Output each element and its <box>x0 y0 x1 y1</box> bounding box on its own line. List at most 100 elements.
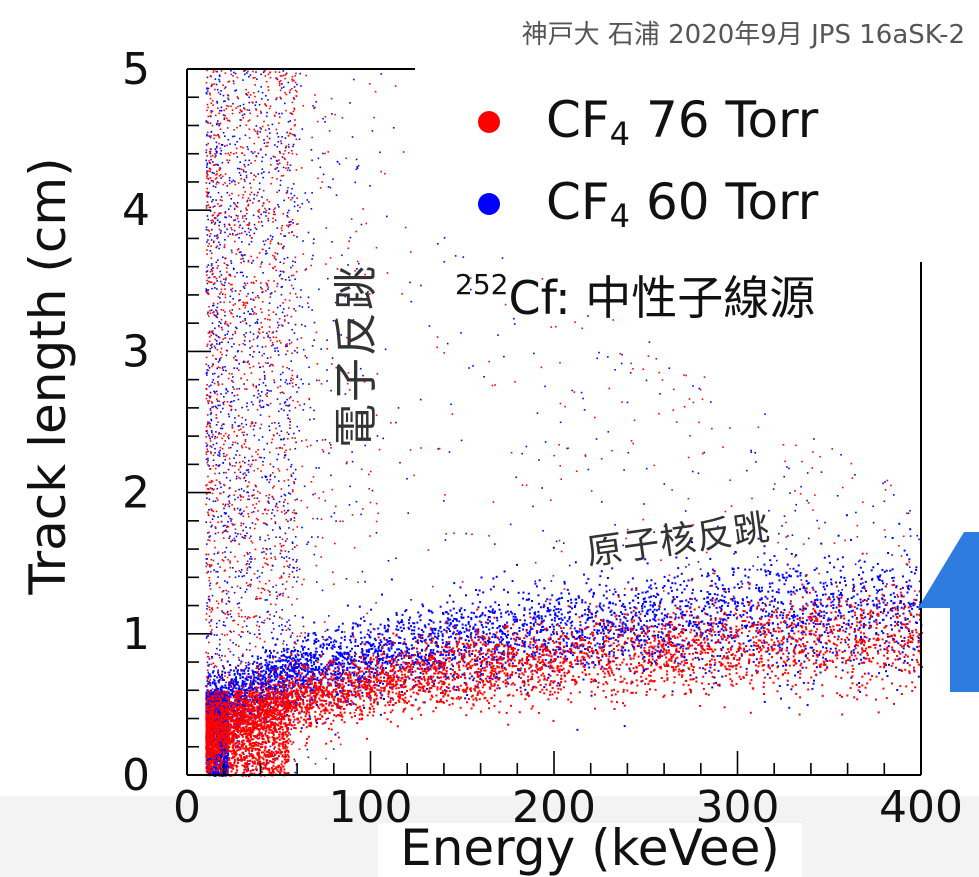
data-point <box>286 675 289 678</box>
data-point <box>528 630 531 633</box>
data-point <box>491 626 494 629</box>
data-point <box>612 593 615 596</box>
data-point <box>726 655 729 658</box>
data-point <box>367 629 370 632</box>
data-point <box>497 604 500 606</box>
data-point <box>253 696 256 699</box>
data-point <box>592 591 595 594</box>
data-point <box>690 603 693 606</box>
data-point <box>584 664 587 666</box>
data-point <box>273 674 276 677</box>
data-point <box>490 650 493 653</box>
data-point <box>488 628 491 631</box>
data-point <box>245 696 248 699</box>
data-point <box>852 658 855 661</box>
data-point <box>753 621 755 624</box>
data-point <box>453 624 456 627</box>
data-point <box>793 651 796 654</box>
data-point <box>412 637 415 640</box>
data-point <box>768 573 771 575</box>
data-point <box>632 624 635 627</box>
data-point <box>635 587 638 590</box>
data-point <box>314 678 316 681</box>
data-point <box>421 640 424 643</box>
data-point <box>796 570 799 573</box>
data-point <box>584 648 587 650</box>
data-point <box>873 585 876 588</box>
data-point <box>378 632 381 635</box>
data-point <box>211 655 214 658</box>
data-point <box>674 604 677 607</box>
data-point <box>908 603 911 606</box>
data-point <box>581 599 584 602</box>
data-point <box>481 656 484 658</box>
data-point <box>477 635 480 638</box>
data-point <box>528 598 530 601</box>
data-point <box>805 654 807 657</box>
data-point <box>899 621 902 624</box>
data-point <box>341 680 344 683</box>
data-point <box>577 595 580 598</box>
data-point <box>410 644 413 647</box>
data-point <box>429 651 432 654</box>
data-point <box>421 634 424 637</box>
data-point <box>370 644 373 647</box>
data-point <box>435 644 438 647</box>
data-point <box>647 609 650 612</box>
data-point <box>478 653 481 656</box>
data-point <box>489 610 492 613</box>
data-point <box>653 613 656 616</box>
data-point <box>663 614 666 617</box>
data-point <box>414 676 417 679</box>
data-point <box>751 622 754 625</box>
data-point <box>388 649 391 652</box>
data-point <box>484 642 487 645</box>
data-point <box>268 672 271 675</box>
data-point <box>254 686 257 689</box>
data-point <box>387 628 389 631</box>
data-point <box>421 648 424 651</box>
data-point <box>777 591 780 594</box>
data-point <box>714 617 717 620</box>
data-point <box>301 668 303 671</box>
data-point <box>446 622 449 625</box>
data-point <box>815 604 818 606</box>
data-point <box>575 602 578 604</box>
data-point <box>330 663 333 666</box>
data-point <box>398 648 400 651</box>
data-point <box>656 592 659 595</box>
data-point <box>350 641 353 644</box>
data-point <box>506 677 509 680</box>
data-point <box>815 659 818 662</box>
data-point <box>640 646 643 649</box>
data-point <box>386 662 389 665</box>
data-point <box>255 671 258 674</box>
data-point <box>365 650 368 653</box>
data-point <box>506 655 509 658</box>
data-point <box>550 633 553 636</box>
data-point <box>552 546 555 549</box>
data-point <box>649 584 652 587</box>
data-point <box>740 580 743 583</box>
data-point <box>538 623 541 626</box>
data-point <box>523 643 526 646</box>
data-point <box>214 682 217 685</box>
data-point <box>592 620 595 623</box>
data-point <box>271 637 274 640</box>
data-point <box>267 681 270 684</box>
data-point <box>417 633 420 636</box>
data-point <box>387 640 390 643</box>
data-point <box>410 654 413 657</box>
data-point <box>653 618 656 621</box>
data-point <box>316 676 319 679</box>
data-point <box>386 653 389 656</box>
data-point <box>665 615 668 618</box>
data-point <box>384 630 387 633</box>
data-point <box>901 640 904 642</box>
data-point <box>553 605 556 608</box>
data-point <box>624 649 627 652</box>
data-point <box>304 679 307 682</box>
data-point <box>594 611 597 614</box>
data-point <box>887 635 889 638</box>
data-point <box>294 648 297 651</box>
